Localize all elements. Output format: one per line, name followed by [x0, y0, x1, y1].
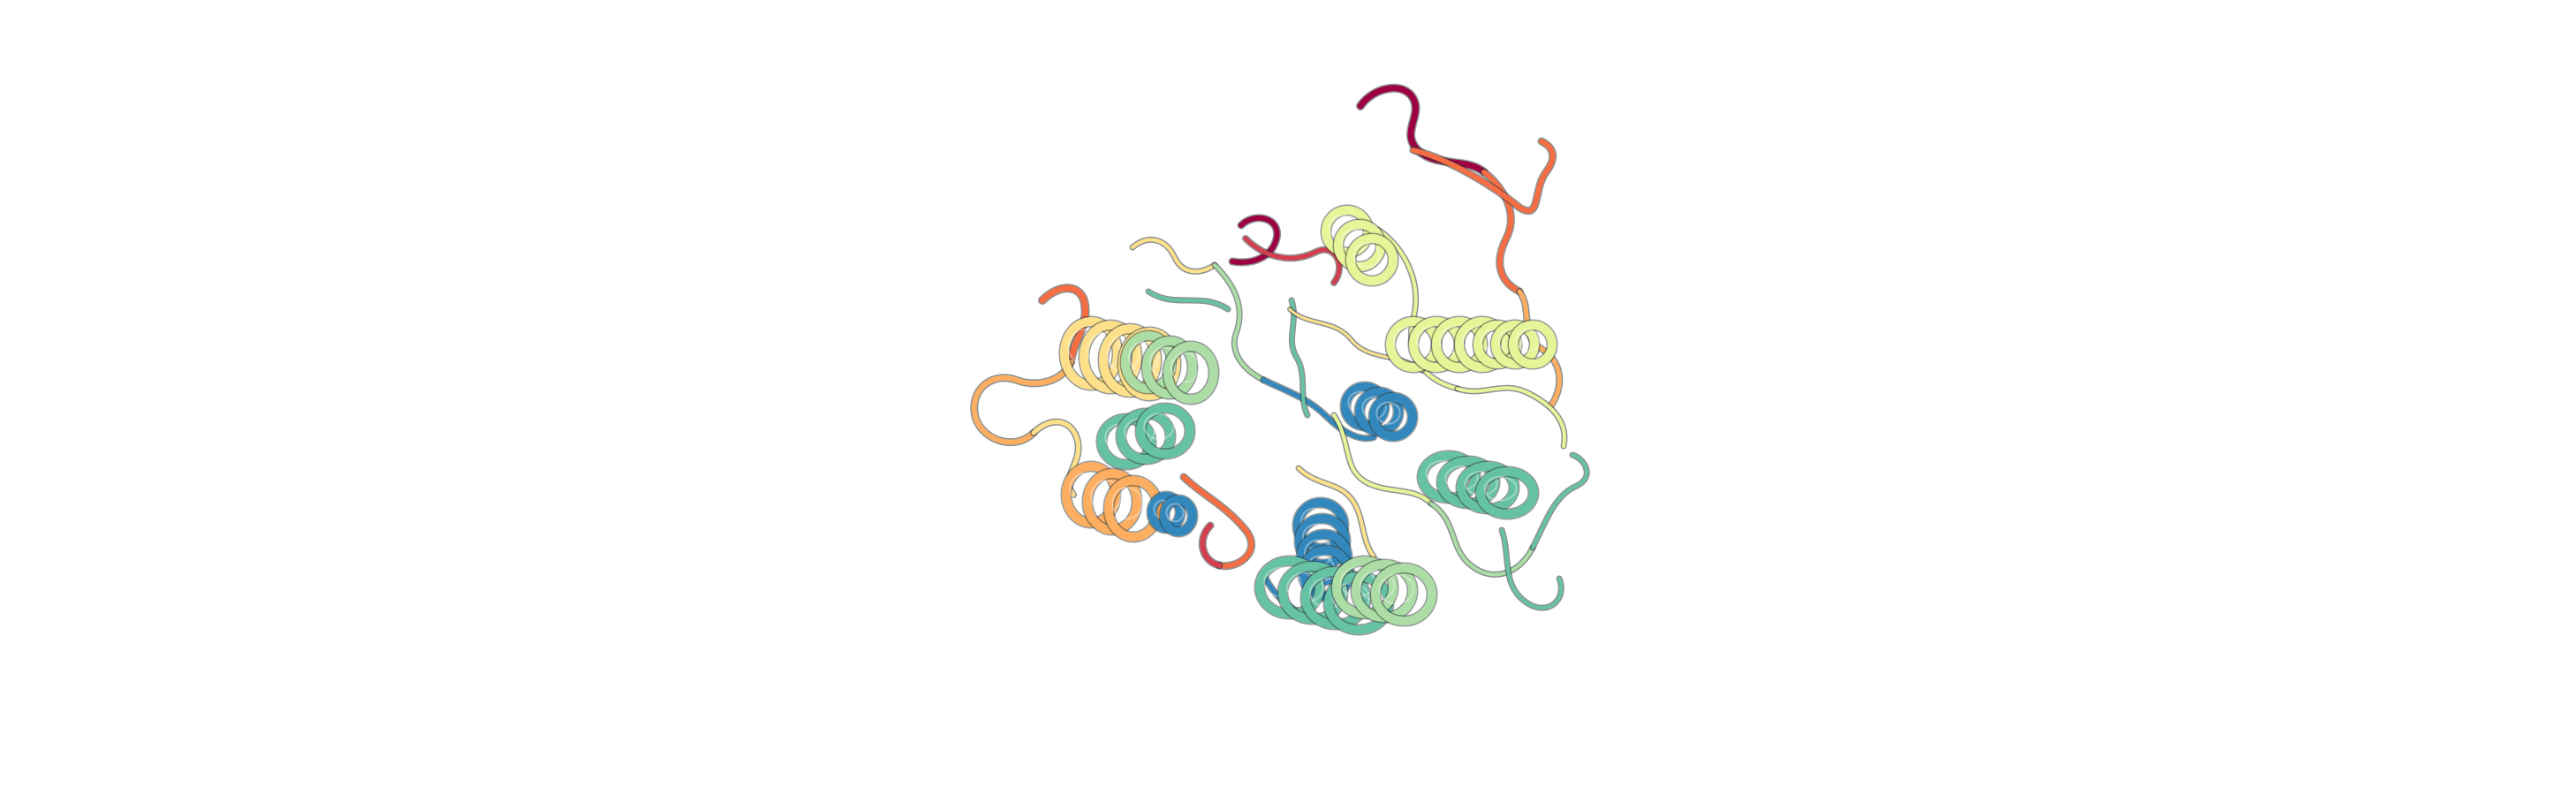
coil-segment [1230, 215, 1280, 265]
coil-segment [1131, 238, 1216, 274]
coil-outline [1454, 384, 1568, 450]
coil-segment [1297, 466, 1375, 558]
alpha-helix [1060, 460, 1164, 543]
helix-highlight [1375, 401, 1401, 425]
helix-turn [1371, 564, 1436, 625]
alpha-helix [1146, 490, 1199, 538]
helix-highlight [1515, 329, 1541, 352]
alpha-helix [1416, 450, 1540, 520]
coil-segment [1243, 236, 1342, 285]
coil-segment [1039, 284, 1089, 366]
helix-highlight [1352, 243, 1381, 269]
coil-segment [1332, 413, 1433, 505]
alpha-helix [1320, 204, 1399, 287]
helix-turn [1160, 496, 1197, 536]
coil-segment [1429, 502, 1534, 577]
coil-outline [1498, 526, 1565, 611]
coil-segment [1411, 139, 1556, 214]
coil-segment [1357, 85, 1488, 176]
coil-segment [1500, 528, 1564, 610]
coil-segment [1481, 170, 1522, 294]
helix-turn [1163, 342, 1218, 404]
helix-highlight [1378, 573, 1415, 605]
coil-segment [1261, 377, 1376, 441]
helix-turn [1455, 317, 1510, 372]
helix-turn [1136, 404, 1194, 458]
helix-highlight [1170, 352, 1201, 383]
coil-segment [1147, 290, 1230, 311]
helix-highlight [1165, 503, 1185, 523]
helix-highlight [1392, 326, 1423, 354]
alpha-helix [1339, 381, 1419, 443]
helix-highlight [1415, 326, 1446, 354]
alpha-helix [1330, 555, 1438, 627]
coil-outline [1356, 83, 1489, 177]
helix-highlight [1483, 476, 1518, 502]
alpha-helix [1472, 319, 1558, 370]
coil-segment [1456, 386, 1566, 448]
helix-turn [1346, 234, 1398, 285]
helix-highlight [1143, 413, 1175, 441]
coil-segment [1213, 263, 1265, 382]
coil-outline [970, 358, 1075, 447]
helix-highlight [1111, 487, 1143, 520]
helix-turn [1509, 321, 1557, 368]
coil-segment [1181, 474, 1254, 569]
helix-turn [1476, 467, 1538, 519]
alpha-helix [1254, 555, 1395, 636]
coil-segment [1290, 299, 1309, 417]
coil-segment [971, 360, 1073, 445]
helix-turn [1491, 321, 1539, 368]
helix-turn [1369, 393, 1417, 441]
coil-segment [1517, 289, 1562, 409]
alpha-helix [1119, 329, 1220, 405]
helix-highlight [1438, 326, 1469, 354]
alpha-helix [1095, 402, 1196, 471]
coil-segment [1200, 523, 1222, 568]
helix-segments [1058, 204, 1558, 636]
coil-segment [1531, 453, 1589, 549]
